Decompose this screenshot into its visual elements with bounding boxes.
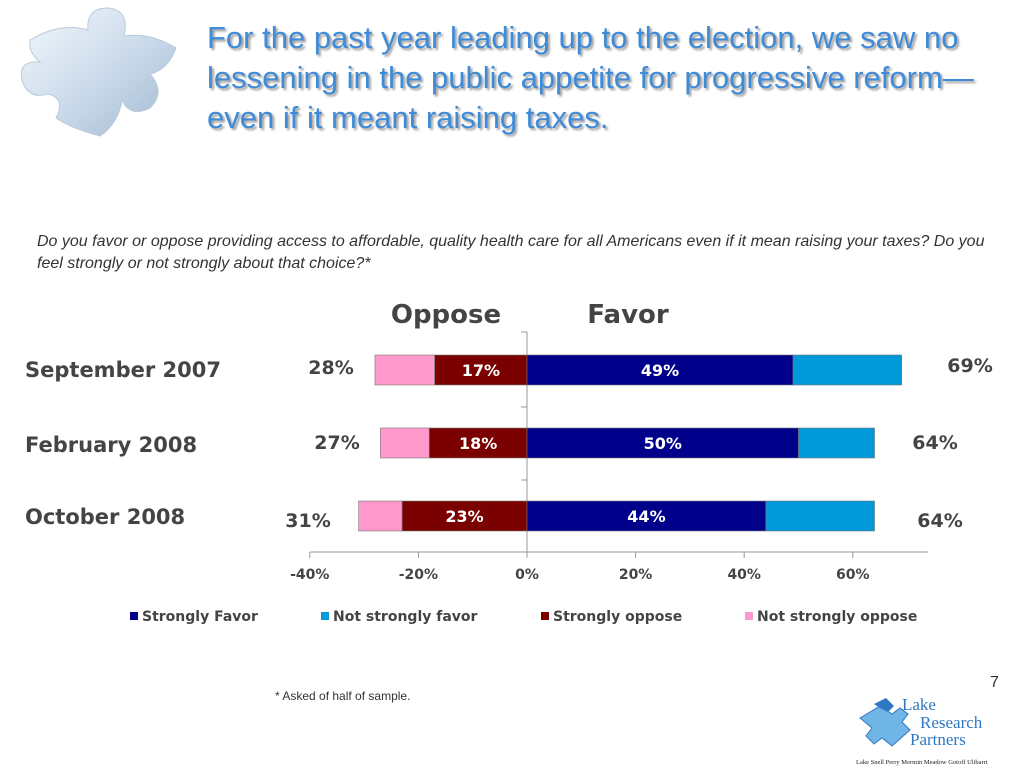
legend-swatch xyxy=(321,612,329,620)
survey-question: Do you favor or oppose providing access … xyxy=(37,233,985,272)
legend-swatch xyxy=(541,612,549,620)
legend-swatch xyxy=(130,612,138,620)
bar-not-strongly-oppose xyxy=(358,500,403,532)
bar-not-strongly-favor xyxy=(792,354,902,386)
category-label: February 2008 xyxy=(25,433,197,457)
slide-title: For the past year leading up to the elec… xyxy=(207,20,974,135)
bar-strongly-favor xyxy=(526,354,794,386)
slide-number: 7 xyxy=(990,674,999,691)
bar-strongly-oppose xyxy=(434,354,528,386)
x-tick-label: 60% xyxy=(836,567,870,583)
oppose-total: 28% xyxy=(308,357,353,379)
logo-tagline: Lake Snell Perry Mermin Meadow Gotoff Ul… xyxy=(856,759,988,766)
bar-not-strongly-oppose xyxy=(380,427,430,459)
strongly-oppose-label: 17% xyxy=(462,361,500,380)
x-tick-label: 40% xyxy=(727,567,761,583)
bar-strongly-oppose xyxy=(401,500,528,532)
bar-strongly-favor xyxy=(526,500,767,532)
stacked-bar-chart: Oppose Favor 17% 49% 18% 50% 23% 44% September 2… xyxy=(25,300,993,625)
category-label: October 2008 xyxy=(25,505,185,529)
oppose-total: 27% xyxy=(314,432,359,454)
strongly-favor-label: 50% xyxy=(644,434,682,453)
x-tick-label: 0% xyxy=(515,567,539,583)
x-tick-label: -40% xyxy=(290,567,329,583)
legend-label: Not strongly favor xyxy=(333,609,478,625)
oppose-header: Oppose xyxy=(391,300,501,330)
legend-label: Not strongly oppose xyxy=(757,609,917,625)
bar-not-strongly-favor xyxy=(765,500,875,532)
favor-header: Favor xyxy=(587,300,669,330)
strongly-favor-label: 44% xyxy=(627,507,665,526)
favor-total: 64% xyxy=(917,510,962,532)
x-tick-label: -20% xyxy=(399,567,438,583)
strongly-oppose-label: 18% xyxy=(459,434,497,453)
bar-strongly-oppose xyxy=(428,427,528,459)
footnote: * Asked of half of sample. xyxy=(275,689,411,703)
bar-strongly-favor xyxy=(526,427,799,459)
puzzle-piece-decoration xyxy=(20,7,177,137)
favor-total: 69% xyxy=(947,355,992,377)
strongly-oppose-label: 23% xyxy=(445,507,483,526)
logo-line-3: Partners xyxy=(910,730,966,749)
legend-label: Strongly oppose xyxy=(553,609,682,625)
x-tick-label: 20% xyxy=(619,567,653,583)
oppose-total: 31% xyxy=(285,510,330,532)
favor-total: 64% xyxy=(912,432,957,454)
strongly-favor-label: 49% xyxy=(641,361,679,380)
lake-research-partners-logo: Lake Research Partners Lake Snell Perry … xyxy=(856,695,988,766)
bar-not-strongly-favor xyxy=(798,427,875,459)
logo-line-1: Lake xyxy=(902,695,936,714)
legend-label: Strongly Favor xyxy=(142,609,258,625)
logo-puzzle-icon xyxy=(859,698,911,747)
legend-swatch xyxy=(745,612,753,620)
category-label: September 2007 xyxy=(25,358,221,382)
logo-line-2: Research xyxy=(920,713,983,732)
bar-not-strongly-oppose xyxy=(374,354,435,386)
